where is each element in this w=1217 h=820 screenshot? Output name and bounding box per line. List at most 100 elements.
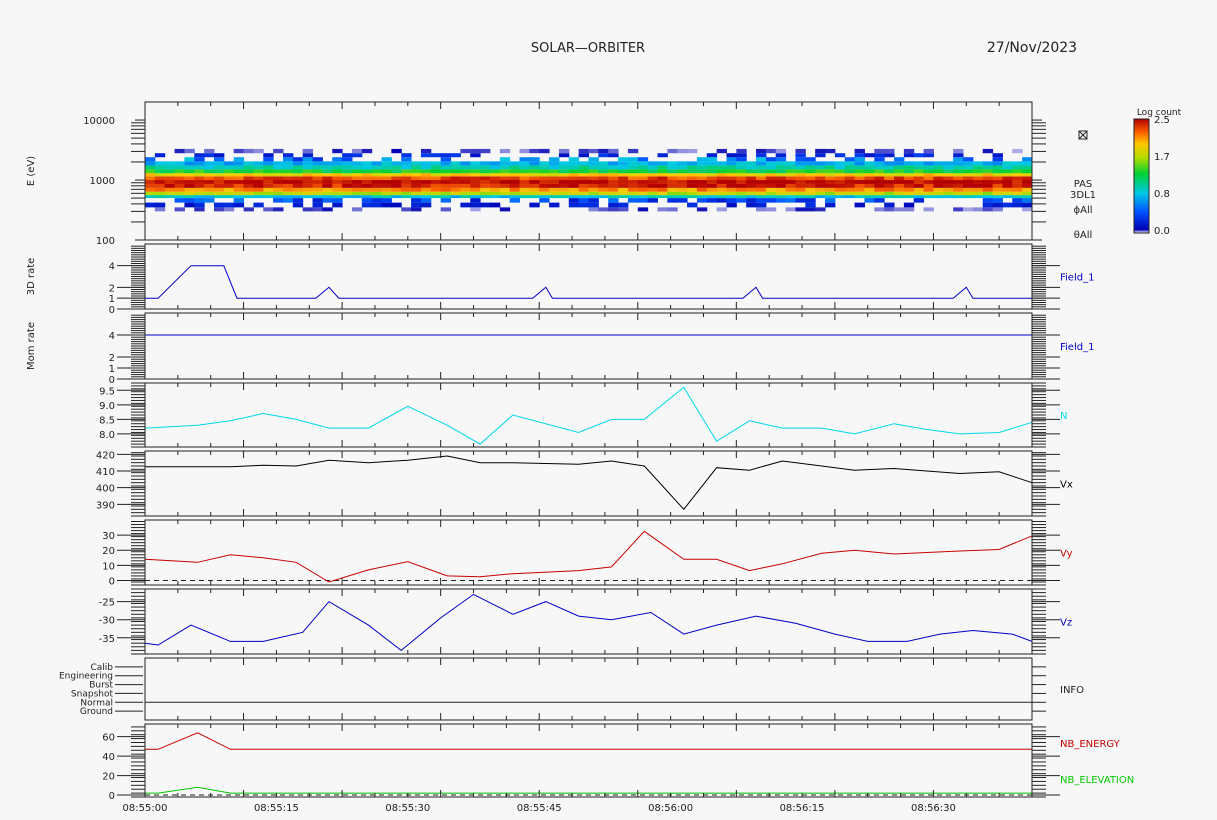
heatmap-cell: [785, 207, 796, 212]
heatmap-right-label: ϕAll: [1074, 205, 1093, 216]
heatmap-cell: [411, 191, 422, 196]
heatmap-cell: [184, 202, 195, 208]
heatmap-cell: [568, 180, 580, 184]
heatmap-cell: [430, 180, 442, 184]
heatmap-cell: [273, 165, 284, 170]
heatmap-cell: [608, 169, 619, 174]
heatmap-cell: [223, 187, 235, 192]
heatmap-cell: [273, 161, 284, 166]
heatmap-cell: [618, 195, 629, 199]
heatmap-cell: [657, 161, 668, 166]
heatmap-cell: [854, 148, 865, 154]
heatmap-cell: [805, 157, 816, 162]
heatmap-cell: [312, 207, 323, 212]
heatmap-cell: [903, 195, 915, 199]
heatmap-cell: [627, 191, 639, 196]
heatmap-cell: [489, 187, 501, 192]
heatmap-cell: [253, 148, 264, 154]
heatmap-cell: [549, 187, 560, 192]
heatmap-cell: [342, 191, 353, 196]
heatmap-cell: [361, 148, 373, 154]
heatmap-cell: [430, 173, 442, 177]
heatmap-cell: [470, 180, 481, 184]
heatmap-cell: [243, 195, 254, 199]
heatmap-cell: [608, 202, 619, 208]
heatmap-cell: [647, 161, 658, 166]
heatmap-cell: [913, 169, 925, 174]
heatmap-cell: [992, 153, 1003, 158]
heatmap-cell: [1012, 180, 1023, 184]
heatmap-cell: [736, 165, 747, 170]
series-line: [144, 530, 1033, 583]
heatmap-cell: [539, 165, 550, 170]
heatmap-cell: [903, 207, 915, 212]
heatmap-cell: [647, 187, 658, 192]
heatmap-cell: [913, 195, 925, 199]
heatmap-cell: [302, 173, 314, 177]
time-tick-label: 08:55:45: [517, 803, 562, 814]
heatmap-cell: [706, 191, 718, 196]
heatmap-cell: [154, 165, 166, 170]
heatmap-cell: [795, 165, 806, 170]
heatmap-cell: [460, 148, 471, 154]
heatmap-cell: [529, 148, 540, 154]
heatmap-cell: [1002, 165, 1013, 170]
heatmap-cell: [213, 191, 225, 196]
heatmap-cell: [746, 161, 757, 166]
heatmap-cell: [716, 187, 727, 192]
panel-frame: [144, 519, 1033, 586]
heatmap-cell: [874, 157, 885, 162]
heatmap-cell: [933, 195, 944, 199]
heatmap-cell: [765, 207, 777, 212]
heatmap-cell: [342, 195, 353, 199]
heatmap-cell: [558, 176, 570, 181]
heatmap-cell: [825, 180, 836, 184]
info-row-label: Burst: [89, 681, 113, 691]
heatmap-cell: [332, 198, 343, 203]
heatmap-cell: [884, 161, 895, 166]
heatmap-cell: [282, 165, 294, 170]
y-axis-label: 3D rate: [26, 258, 37, 296]
heatmap-cell: [913, 198, 925, 203]
heatmap-cell: [982, 180, 994, 184]
heatmap-cell: [933, 187, 944, 192]
heatmap-cell: [164, 180, 176, 184]
heatmap-cell: [391, 195, 402, 199]
heatmap-cell: [204, 173, 215, 177]
heatmap-cell: [677, 195, 688, 199]
heatmap-cell: [420, 148, 432, 154]
heatmap-cell: [470, 165, 481, 170]
heatmap-cell: [953, 173, 964, 177]
heatmap-cell: [627, 157, 639, 162]
heatmap-cell: [184, 183, 195, 188]
heatmap-cell: [302, 207, 314, 212]
heatmap-cell: [756, 161, 767, 166]
heatmap-cell: [598, 195, 609, 199]
heatmap-cell: [815, 161, 826, 166]
heatmap-cell: [874, 187, 885, 192]
heatmap-cell: [401, 157, 412, 162]
heatmap-cell: [667, 207, 678, 212]
heatmap-cell: [982, 173, 994, 177]
heatmap-cell: [450, 173, 461, 177]
heatmap-cell: [391, 183, 402, 188]
heatmap-cell: [696, 180, 708, 184]
heatmap-cell: [420, 169, 432, 174]
heatmap-cell: [874, 165, 885, 170]
heatmap-cell: [963, 187, 974, 192]
heatmap-cell: [174, 176, 185, 181]
heatmap-cell: [982, 165, 994, 170]
heatmap-cell: [391, 169, 402, 174]
heatmap-cell: [351, 191, 363, 196]
heatmap-cell: [322, 173, 333, 177]
heatmap-cell: [874, 148, 885, 154]
heatmap-cell: [657, 153, 668, 158]
panel-frame: [144, 588, 1033, 655]
heatmap-cell: [213, 187, 225, 192]
heatmap-cell: [785, 161, 796, 166]
heatmap-cell: [1022, 165, 1033, 170]
heatmap-cell: [874, 183, 885, 188]
heatmap-cell: [825, 169, 836, 174]
series-line: [144, 386, 1033, 445]
heatmap-cell: [598, 180, 609, 184]
